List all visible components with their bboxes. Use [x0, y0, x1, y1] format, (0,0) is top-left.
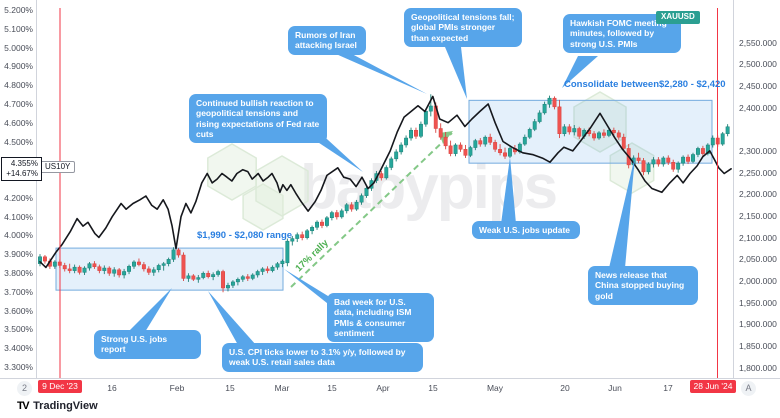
time-axis-tick: Jun	[608, 383, 622, 393]
right-axis-tick: 2,250.000	[739, 167, 777, 178]
range-label[interactable]: $1,990 - $2,080 range	[197, 230, 293, 241]
left-axis-tick: 4.100%	[4, 211, 33, 222]
time-axis-tick: 20	[560, 383, 570, 393]
left-price-axis[interactable]: 4.355% +14.67% 5.200% 5.100% 5.000% 4.900% 4…	[0, 0, 42, 378]
right-axis-tick: 2,450.000	[739, 81, 777, 92]
left-axis-tick: 4.600%	[4, 117, 33, 128]
left-axis-tick: 5.000%	[4, 42, 33, 53]
watermark-hexagon	[573, 91, 627, 153]
us10y-change: +14.67%	[6, 169, 38, 178]
annotation-bubble[interactable]: Bad week for U.S. data, including ISM PM…	[327, 293, 434, 343]
us10y-line	[39, 95, 732, 269]
left-axis-tick: 3.300%	[4, 362, 33, 372]
right-axis-tick: 2,500.000	[739, 59, 777, 70]
tradingview-logo-icon: TV	[17, 400, 30, 412]
annotation-tail	[208, 291, 256, 345]
tradingview-brand: TradingView	[33, 400, 98, 412]
right-price-axis[interactable]: 2,615.125 +26.47% 2,356.160 +13.95% 2,55…	[733, 0, 780, 378]
time-axis-tick: 17	[663, 383, 673, 393]
time-axis[interactable]: 2 A 9 Dec '23 16 Feb 15 Mar 15 Apr 15 May 20 Jun 17…	[0, 378, 780, 399]
watermark-hexagon	[609, 142, 655, 194]
right-axis-tick: 1,950.000	[739, 297, 777, 308]
left-axis-tick: 3.900%	[4, 249, 33, 260]
right-axis-tick: 1,850.000	[739, 341, 777, 352]
right-axis-tick: 2,550.000	[739, 37, 777, 48]
annotation-tail	[501, 157, 516, 224]
range-box	[55, 247, 284, 291]
time-axis-tick: 15	[225, 383, 235, 393]
auto-scale-button[interactable]: A	[741, 381, 756, 396]
time-axis-tick: 15	[428, 383, 438, 393]
us10y-series-tag: US10Y	[40, 161, 76, 173]
annotation-tail	[336, 54, 427, 94]
annotation-tail	[128, 288, 172, 332]
annotation-tail	[445, 47, 467, 99]
chart-pane[interactable]: babypips 17% rally Rumors of Iran attack…	[0, 0, 780, 378]
time-axis-date-badge: 9 Dec '23	[25, 380, 95, 393]
left-axis-tick: 4.200%	[4, 192, 33, 203]
annotation-bubble[interactable]: Weak U.S. jobs update	[472, 221, 580, 240]
us10y-value-box: 4.355% +14.67%	[1, 157, 42, 181]
annotation-tail	[609, 156, 635, 268]
annotation-tail	[284, 269, 332, 307]
time-axis-tick: 16	[107, 383, 117, 393]
footer-bar: TV TradingView	[0, 397, 780, 418]
time-axis-tick: 15	[327, 383, 337, 393]
right-axis-tick: 2,150.000	[739, 211, 777, 222]
annotation-bubble[interactable]: Strong U.S. jobs report	[94, 330, 201, 359]
right-axis-tick: 2,300.000	[739, 146, 777, 157]
consolidate-label[interactable]: Consolidate between$2,280 - $2,420	[564, 79, 726, 90]
watermark-hexagon	[242, 183, 284, 231]
right-axis-tick: 1,900.000	[739, 319, 777, 330]
rally-label: 17% rally	[293, 237, 331, 274]
annotation-tail	[562, 56, 598, 88]
left-axis-tick: 3.400%	[4, 343, 33, 354]
annotation-bubble[interactable]: Rumors of Iran attacking Israel	[288, 26, 366, 55]
time-axis-date-badge: 28 Jun '24	[678, 380, 748, 393]
left-axis-tick: 5.200%	[4, 5, 33, 15]
time-axis-tick: Mar	[274, 383, 290, 393]
tradingview-logo[interactable]: TV TradingView	[17, 400, 98, 412]
babypips-watermark: babypips	[300, 153, 558, 222]
right-axis-tick: 2,200.000	[739, 189, 777, 200]
left-axis-tick: 4.800%	[4, 80, 33, 91]
left-axis-tick: 4.500%	[4, 136, 33, 147]
right-axis-tick: 1,800.000	[739, 362, 777, 373]
us10y-value: 4.355%	[10, 159, 38, 168]
left-axis-tick: 3.700%	[4, 286, 33, 297]
right-axis-tick: 2,100.000	[739, 232, 777, 243]
time-axis-tick: May	[486, 383, 504, 393]
rally-arrow	[290, 132, 453, 288]
annotation-bubble[interactable]: U.S. CPI ticks lower to 3.1% y/y, follow…	[222, 343, 423, 372]
time-axis-tick: Feb	[169, 383, 185, 393]
left-axis-tick: 3.600%	[4, 305, 33, 316]
left-axis-tick: 4.000%	[4, 230, 33, 241]
chart-canvas[interactable]: 17% rally	[0, 0, 780, 378]
left-axis-tick: 3.500%	[4, 324, 33, 335]
right-axis-tick: 2,050.000	[739, 254, 777, 265]
left-axis-tick: 3.800%	[4, 268, 33, 279]
left-axis-tick: 4.900%	[4, 61, 33, 72]
right-axis-tick: 2,400.000	[739, 102, 777, 113]
annotation-bubble[interactable]: News release that China stopped buying g…	[588, 266, 698, 306]
symbol-badge: XAUUSD	[656, 11, 700, 24]
left-axis-tick: 4.700%	[4, 98, 33, 109]
annotation-bubble[interactable]: Continued bullish reaction to geopolitic…	[189, 94, 327, 144]
annotation-bubble[interactable]: Geopolitical tensions fall; global PMIs …	[404, 8, 522, 48]
right-axis-tick: 2,000.000	[739, 276, 777, 287]
xauusd-candles	[38, 94, 730, 293]
timezone-button[interactable]: 2	[17, 381, 32, 396]
left-axis-tick: 5.100%	[4, 23, 33, 34]
time-axis-tick: Apr	[376, 383, 390, 393]
